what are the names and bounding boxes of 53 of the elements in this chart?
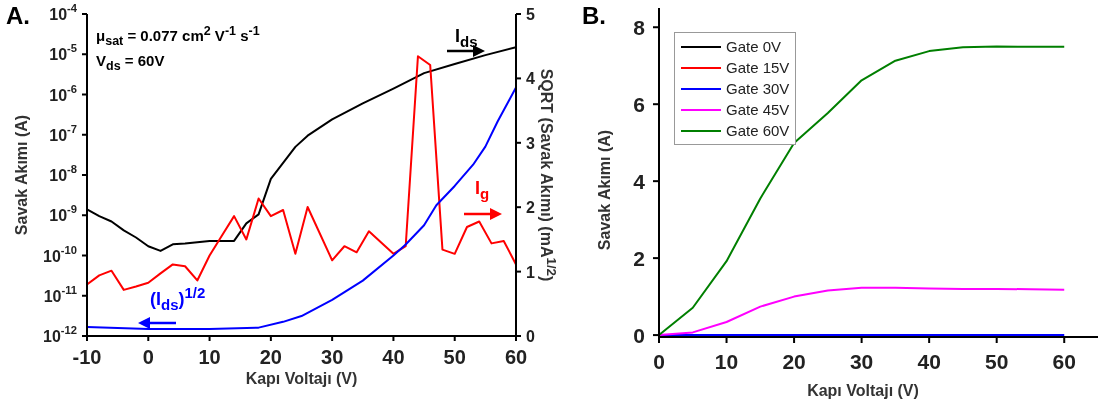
y-tick-label: 8 <box>633 15 646 39</box>
series-label: I$_{g}$ <box>475 178 490 202</box>
y-tick-label: 6 <box>633 92 645 116</box>
x-tick-label: -10 <box>72 346 102 368</box>
y2-tick-label: 0 <box>526 327 535 345</box>
annotation: V$_{ds}$ = 60V <box>96 52 165 73</box>
y2-tick-label: 4 <box>526 69 535 87</box>
legend-label: Gate 30V <box>726 80 790 97</box>
x-tick-label: 30 <box>321 346 344 368</box>
y-tick-label: 10$^{-5}$ <box>49 42 77 63</box>
y-tick-label: 0 <box>633 323 645 347</box>
x-tick-label: 60 <box>1052 349 1076 373</box>
y-tick-label: 10$^{-7}$ <box>49 122 77 144</box>
y-tick-label: 10$^{-8}$ <box>49 163 77 184</box>
x-tick-label: 40 <box>382 346 405 368</box>
legend-label: Gate 0V <box>726 38 782 55</box>
x-tick-label: 40 <box>917 349 941 373</box>
y-tick-label: 10$^{-11}$ <box>43 283 77 305</box>
x-tick-label: 50 <box>985 349 1009 373</box>
chart-title: B. <box>582 2 606 30</box>
y-tick-label: 10$^{-4}$ <box>49 2 78 23</box>
legend-label: Gate 15V <box>726 59 790 76</box>
x-tick-label: 60 <box>504 346 528 368</box>
y2-tick-label: 2 <box>526 198 535 216</box>
legend-label: Gate 45V <box>726 101 790 118</box>
x-tick-label: 10 <box>198 346 221 368</box>
y-tick-label: 10$^{-9}$ <box>49 203 77 224</box>
x-tick-label: 0 <box>142 346 154 368</box>
y-axis-title: Savak Akımı (A) <box>596 129 614 251</box>
series-label: (I$_{ds}$)$^{1/2}$ <box>150 284 206 313</box>
x-tick-label: 0 <box>653 349 665 373</box>
legend-label: Gate 60V <box>726 122 790 139</box>
x-tick-label: 10 <box>714 349 739 373</box>
x-tick-label: 20 <box>259 346 282 368</box>
x-axis-title: Kapı Voltajı (V) <box>244 370 359 388</box>
y-axis-title: Savak Akımı (A) <box>13 114 31 236</box>
y2-tick-label: 3 <box>526 134 535 152</box>
x-tick-label: 50 <box>443 346 466 368</box>
annotation: μ$_{sat}$ = 0.077 cm$^{2}$ V$^{-1}$ s$^{-1}$ <box>96 24 260 48</box>
x-tick-label: 20 <box>782 349 806 373</box>
y-tick-label: 4 <box>633 169 646 193</box>
series-label: I$_{ds}$ <box>455 26 478 50</box>
line-series <box>87 86 516 330</box>
y-tick-label: 10$^{-10}$ <box>43 243 77 264</box>
x-axis-title: Kapı Voltajı (V) <box>806 382 920 400</box>
line-series <box>659 286 1066 337</box>
y-tick-label: 10$^{-12}$ <box>43 324 77 345</box>
x-tick-label: 30 <box>849 349 874 373</box>
chart-title: A. <box>6 2 30 30</box>
y2-tick-label: 5 <box>526 5 535 23</box>
y2-tick-label: 1 <box>526 263 535 281</box>
y-tick-label: 2 <box>633 246 645 270</box>
y-tick-label: 10$^{-6}$ <box>49 82 77 103</box>
